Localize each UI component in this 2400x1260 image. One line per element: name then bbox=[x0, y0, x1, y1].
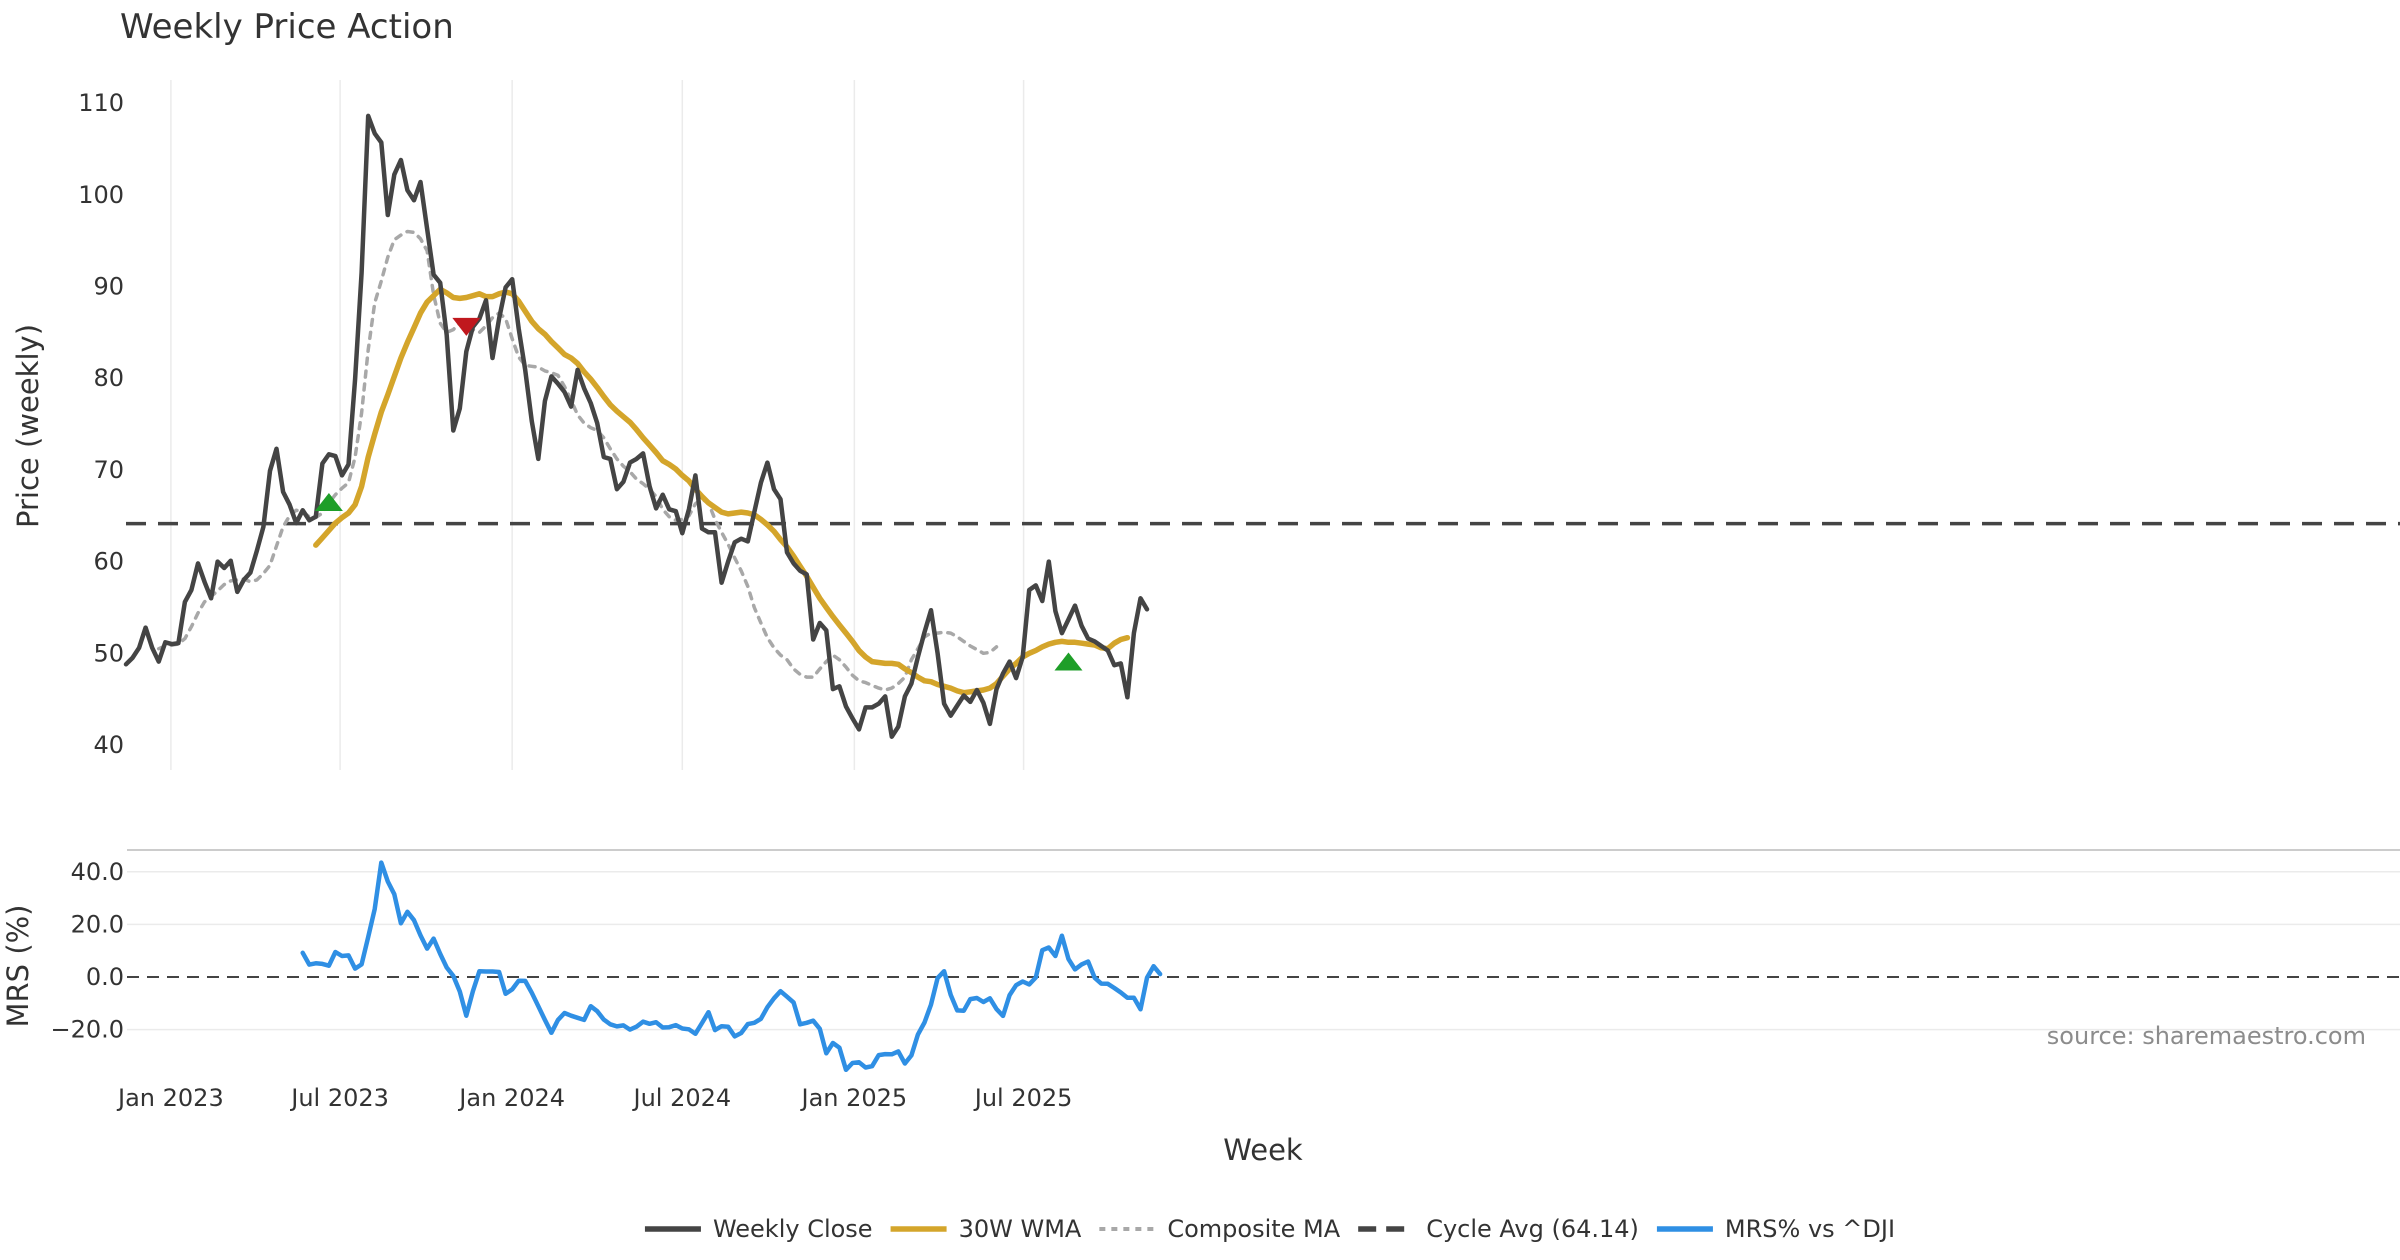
legend-item-label: Weekly Close bbox=[713, 1215, 873, 1243]
price-y-tick-label: 110 bbox=[78, 89, 124, 117]
price-series-lines bbox=[123, 113, 1150, 739]
price-y-tick-label: 60 bbox=[93, 548, 124, 576]
x-tick-label: Jul 2023 bbox=[289, 1084, 389, 1112]
series-line-composite-ma bbox=[156, 229, 999, 692]
chart-legend: Weekly Close 30W WMA Composite MA Cycle Avg… bbox=[644, 1215, 1895, 1243]
signal-markers bbox=[314, 317, 1083, 671]
price-y-tick-label: 50 bbox=[93, 639, 124, 667]
x-axis-label: Week bbox=[1223, 1133, 1303, 1167]
mrs-panel-grid bbox=[127, 871, 2400, 1031]
x-tick-label: Jan 2023 bbox=[116, 1084, 224, 1112]
price-y-tick-label: 90 bbox=[93, 273, 124, 301]
series-line-30w-wma bbox=[313, 286, 1131, 696]
buy-signal-marker bbox=[314, 492, 343, 511]
mrs-y-axis-ticks: 40.0 20.0 0.0 −20.0 bbox=[50, 858, 124, 1044]
price-panel-grid bbox=[170, 80, 1025, 770]
source-note: source: sharemaestro.com bbox=[2047, 1022, 2366, 1050]
legend-item-label: Composite MA bbox=[1167, 1215, 1340, 1243]
price-y-tick-label: 100 bbox=[78, 181, 124, 209]
chart-title: Weekly Price Action bbox=[120, 7, 454, 47]
price-y-tick-label: 40 bbox=[93, 731, 124, 759]
x-tick-label: Jul 2024 bbox=[631, 1084, 731, 1112]
x-axis-ticks: Jan 2023 Jul 2023 Jan 2024 Jul 2024 Jan 2025… bbox=[116, 1084, 1072, 1112]
legend-item-label: Cycle Avg (64.14) bbox=[1426, 1215, 1639, 1243]
x-tick-label: Jan 2025 bbox=[800, 1084, 908, 1112]
x-tick-label: Jul 2025 bbox=[973, 1084, 1073, 1112]
series-line-mrs bbox=[300, 860, 1163, 1073]
series-line-weekly-close bbox=[123, 113, 1150, 739]
sell-signal-marker bbox=[452, 317, 481, 336]
mrs-y-axis-label: MRS (%) bbox=[1, 905, 35, 1028]
mrs-y-tick-label: 20.0 bbox=[71, 910, 124, 938]
price-y-axis-label: Price (weekly) bbox=[11, 324, 45, 528]
mrs-y-tick-label: 0.0 bbox=[86, 963, 124, 991]
mrs-series-lines bbox=[300, 860, 1163, 1073]
legend-item-label: 30W WMA bbox=[959, 1215, 1082, 1243]
x-tick-label: Jan 2024 bbox=[457, 1084, 565, 1112]
price-y-tick-label: 70 bbox=[93, 456, 124, 484]
mrs-y-tick-label: 40.0 bbox=[71, 858, 124, 886]
price-y-tick-label: 80 bbox=[93, 364, 124, 392]
legend-item-label: MRS% vs ^DJI bbox=[1725, 1215, 1895, 1243]
mrs-y-tick-label: −20.0 bbox=[50, 1016, 124, 1044]
price-y-axis-ticks: 40 50 60 70 80 90 100 110 bbox=[78, 89, 124, 759]
buy-signal-marker bbox=[1054, 652, 1083, 671]
